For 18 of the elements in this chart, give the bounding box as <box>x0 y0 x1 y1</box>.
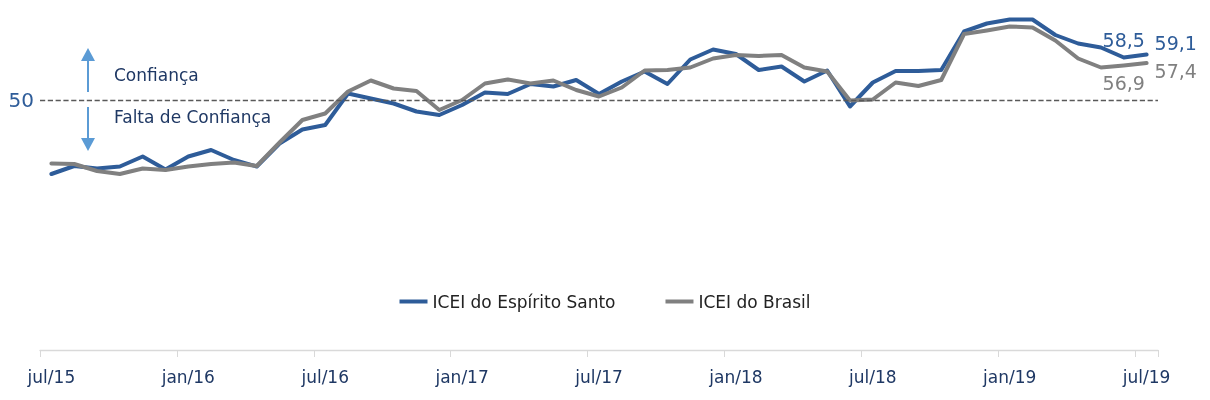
x-tick-label: jan/17 <box>434 366 489 387</box>
legend-label: ICEI do Espírito Santo <box>432 291 616 312</box>
x-tick-label: jan/18 <box>708 366 763 387</box>
x-tick-label: jul/16 <box>300 366 349 387</box>
x-tick-label: jul/17 <box>574 366 623 387</box>
data-label: 58,5 <box>1102 29 1145 51</box>
x-tick-label: jan/16 <box>160 366 215 387</box>
annotation: Falta de Confiança <box>114 106 272 127</box>
x-tick-label: jul/15 <box>26 366 76 387</box>
x-tick-label: jul/18 <box>848 366 897 387</box>
annotation: Confiança <box>114 64 199 85</box>
x-tick-label: jul/19 <box>1121 366 1171 387</box>
ref-line-label: 50 <box>8 88 34 112</box>
legend-label: ICEI do Brasil <box>698 291 811 312</box>
x-tick-label: jan/19 <box>982 366 1037 387</box>
data-label: 59,1 <box>1154 31 1197 54</box>
data-label: 56,9 <box>1102 72 1145 94</box>
data-label: 57,4 <box>1154 60 1197 82</box>
